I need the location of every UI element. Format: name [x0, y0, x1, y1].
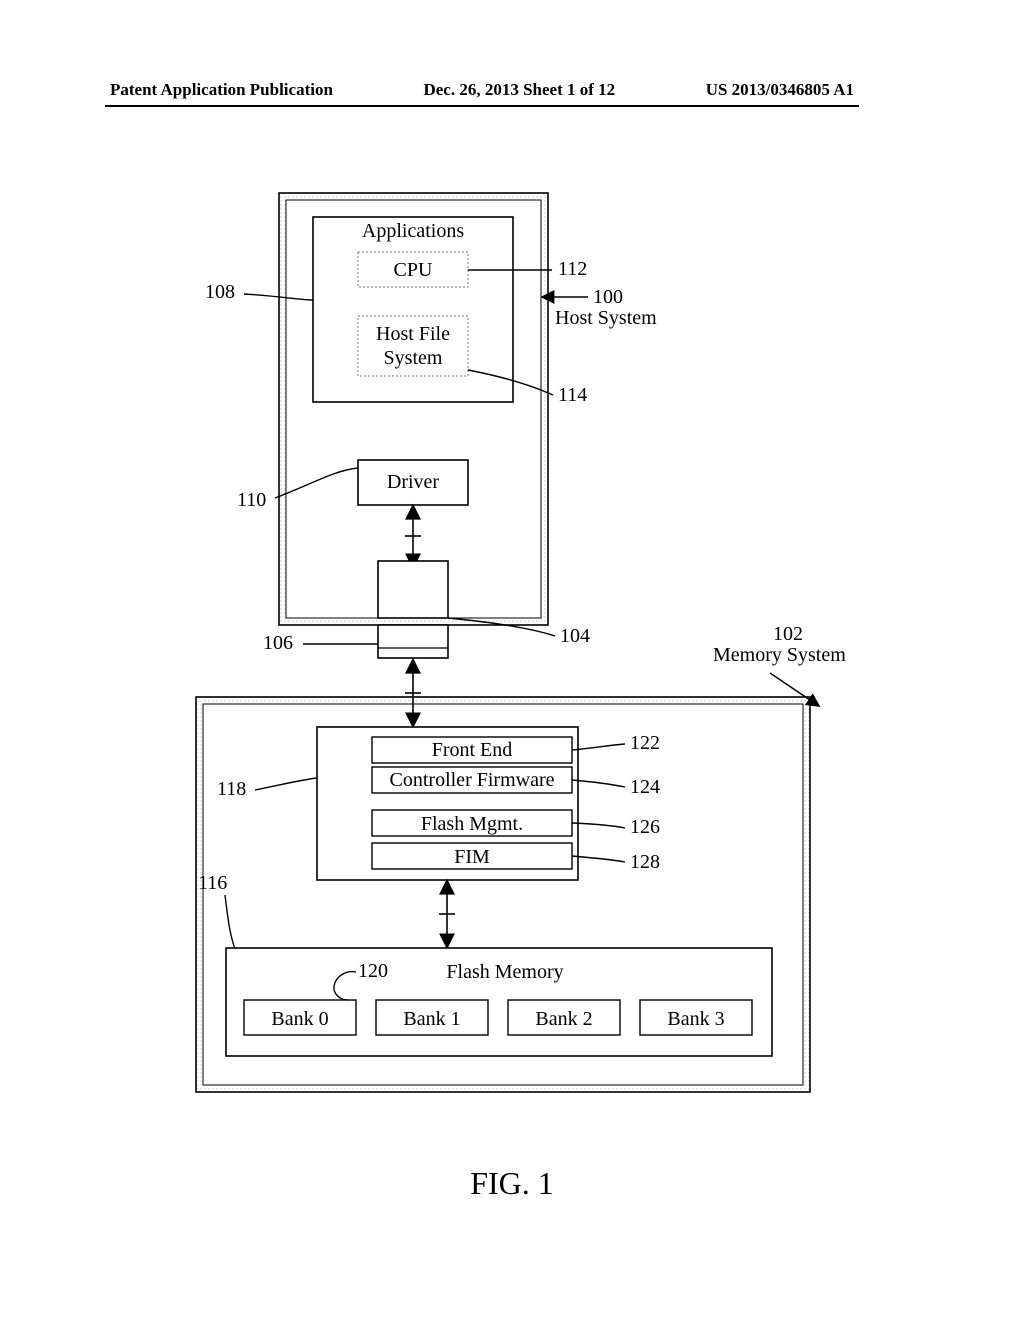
fim-label: FIM — [372, 845, 572, 869]
figure-title: FIG. 1 — [0, 1165, 1024, 1202]
connector-bottom — [378, 625, 448, 658]
bank3-label: Bank 3 — [640, 1007, 752, 1031]
bank0-label: Bank 0 — [244, 1007, 356, 1031]
frontend-label: Front End — [372, 738, 572, 762]
ref-118: 118 — [217, 778, 246, 801]
ref-108: 108 — [205, 281, 235, 304]
ref-104: 104 — [560, 625, 590, 648]
applications-label: Applications — [313, 219, 513, 243]
bank2-label: Bank 2 — [508, 1007, 620, 1031]
ref-114: 114 — [558, 384, 587, 407]
cpu-label: CPU — [358, 258, 468, 282]
flashmgmt-label: Flash Mgmt. — [372, 812, 572, 836]
ref-106: 106 — [263, 632, 293, 655]
ref-120: 120 — [358, 960, 388, 983]
ref-110: 110 — [237, 489, 266, 512]
diagram-canvas — [0, 0, 1024, 1320]
lead-102 — [770, 673, 810, 700]
ref-112: 112 — [558, 258, 587, 281]
flashmem-label: Flash Memory — [380, 960, 630, 984]
ref-126: 126 — [630, 816, 660, 839]
ref-128: 128 — [630, 851, 660, 874]
hfs-label: Host File System — [358, 322, 468, 370]
ref-116: 116 — [198, 872, 227, 895]
ref-122: 122 — [630, 732, 660, 755]
driver-label: Driver — [358, 470, 468, 494]
ref-102-label: Memory System — [713, 644, 846, 667]
bank1-label: Bank 1 — [376, 1007, 488, 1031]
ref-100-label: Host System — [555, 307, 657, 330]
ref-102: 102 — [773, 623, 803, 646]
ref-100: 100 — [593, 286, 623, 309]
ctrlfw-label: Controller Firmware — [372, 768, 572, 792]
connector-top — [378, 561, 448, 618]
ref-124: 124 — [630, 776, 660, 799]
